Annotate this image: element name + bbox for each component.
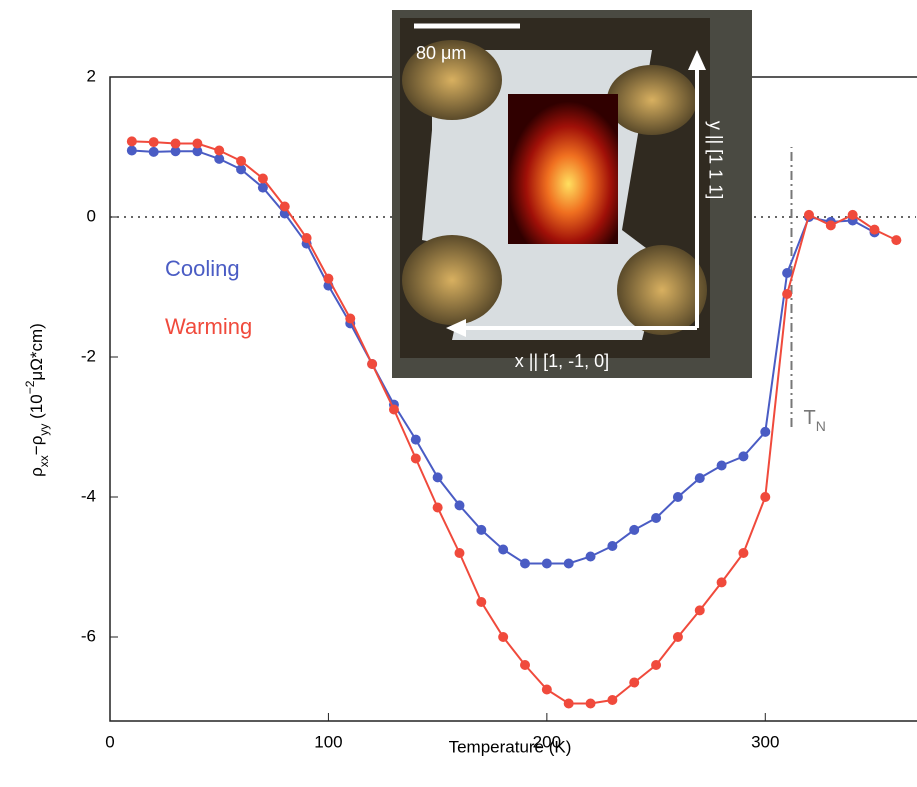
data-point bbox=[214, 153, 225, 164]
inset-image: 80 μm y || [1 1 1] x || [1, -1, 0] bbox=[392, 10, 752, 378]
y-label-part: ρ bbox=[27, 467, 46, 477]
data-point bbox=[541, 684, 552, 695]
x-axis-label: Temperature (K) bbox=[449, 737, 572, 756]
data-point bbox=[192, 138, 203, 149]
data-point bbox=[563, 698, 574, 709]
data-point bbox=[520, 660, 531, 670]
y-tick-label: -6 bbox=[81, 626, 96, 645]
data-point bbox=[803, 209, 814, 220]
data-point bbox=[891, 235, 902, 246]
data-point bbox=[148, 146, 159, 157]
contact-pad bbox=[402, 235, 502, 325]
y-tick-label: -4 bbox=[81, 486, 96, 505]
arrow-head bbox=[688, 50, 706, 70]
data-point bbox=[410, 453, 421, 464]
y-tick-label: 0 bbox=[87, 206, 96, 225]
data-point bbox=[345, 313, 356, 324]
y-axis-label: ρxx−ρyy (10−2μΩ*cm) bbox=[23, 323, 51, 477]
y-tick-label: 2 bbox=[87, 66, 96, 85]
data-point bbox=[541, 558, 552, 569]
data-point bbox=[520, 558, 531, 569]
data-point bbox=[585, 551, 596, 562]
data-point bbox=[629, 524, 640, 535]
data-point bbox=[585, 698, 596, 709]
contact-pad bbox=[402, 40, 502, 120]
data-point bbox=[126, 145, 137, 156]
y-label-part: −2 bbox=[23, 380, 37, 394]
y-label-part: −ρ bbox=[27, 436, 46, 456]
data-point bbox=[192, 146, 203, 157]
data-point bbox=[651, 513, 662, 523]
data-point bbox=[257, 173, 268, 184]
data-point bbox=[498, 632, 509, 642]
scale-label: 80 μm bbox=[416, 43, 466, 63]
data-point bbox=[760, 426, 771, 437]
data-point bbox=[694, 473, 705, 484]
data-point bbox=[563, 558, 574, 569]
contact-pad bbox=[607, 65, 697, 135]
inset-y-label: y || [1 1 1] bbox=[705, 121, 725, 199]
inset-x-label: x || [1, -1, 0] bbox=[515, 351, 609, 371]
data-point bbox=[847, 209, 858, 220]
data-point bbox=[410, 434, 421, 445]
x-tick-label: 0 bbox=[105, 732, 114, 751]
x-tick-label: 200 bbox=[533, 732, 561, 751]
data-point bbox=[651, 660, 662, 670]
legend-label: Cooling bbox=[165, 256, 240, 281]
data-point bbox=[454, 548, 465, 558]
y-label-part: (10 bbox=[27, 394, 46, 423]
data-point bbox=[672, 492, 683, 502]
data-point bbox=[148, 137, 159, 148]
data-point bbox=[498, 544, 509, 555]
data-point bbox=[476, 597, 487, 607]
tn-label-part: T bbox=[803, 407, 815, 429]
data-point bbox=[432, 502, 443, 513]
data-point bbox=[236, 164, 247, 175]
data-point bbox=[607, 695, 618, 705]
data-point bbox=[170, 138, 181, 149]
x-tick-label: 300 bbox=[751, 732, 779, 751]
data-point bbox=[782, 268, 793, 278]
data-point bbox=[367, 359, 378, 369]
data-point bbox=[694, 605, 705, 616]
contact-pad bbox=[617, 245, 707, 335]
data-point bbox=[629, 677, 640, 688]
data-point bbox=[257, 182, 268, 193]
data-point bbox=[454, 500, 465, 511]
y-label-part: yy bbox=[37, 424, 51, 436]
data-point bbox=[869, 224, 880, 235]
data-point bbox=[760, 492, 771, 502]
data-point bbox=[388, 404, 399, 415]
data-point bbox=[607, 541, 618, 551]
data-point bbox=[323, 273, 334, 284]
y-label-part: μΩ*cm) bbox=[27, 323, 46, 380]
data-point bbox=[825, 220, 836, 231]
data-point bbox=[236, 156, 247, 166]
data-point bbox=[738, 451, 749, 462]
data-point bbox=[716, 460, 727, 471]
data-point bbox=[432, 472, 443, 483]
data-point bbox=[214, 145, 225, 156]
data-point bbox=[716, 577, 727, 588]
legend-label: Warming bbox=[165, 314, 252, 339]
data-point bbox=[170, 146, 181, 157]
data-point bbox=[672, 632, 683, 642]
data-point bbox=[279, 201, 290, 212]
data-point bbox=[738, 548, 749, 558]
data-point bbox=[782, 289, 793, 299]
data-point bbox=[301, 233, 312, 243]
arrow-head bbox=[446, 319, 466, 337]
tn-label-part: N bbox=[816, 418, 826, 434]
y-label-part: xx bbox=[37, 455, 51, 467]
data-point bbox=[126, 136, 137, 147]
y-tick-label: -2 bbox=[81, 346, 96, 365]
heatmap bbox=[508, 94, 618, 244]
data-point bbox=[476, 524, 487, 535]
tn-label: TN bbox=[803, 407, 825, 433]
x-tick-label: 100 bbox=[314, 732, 342, 751]
